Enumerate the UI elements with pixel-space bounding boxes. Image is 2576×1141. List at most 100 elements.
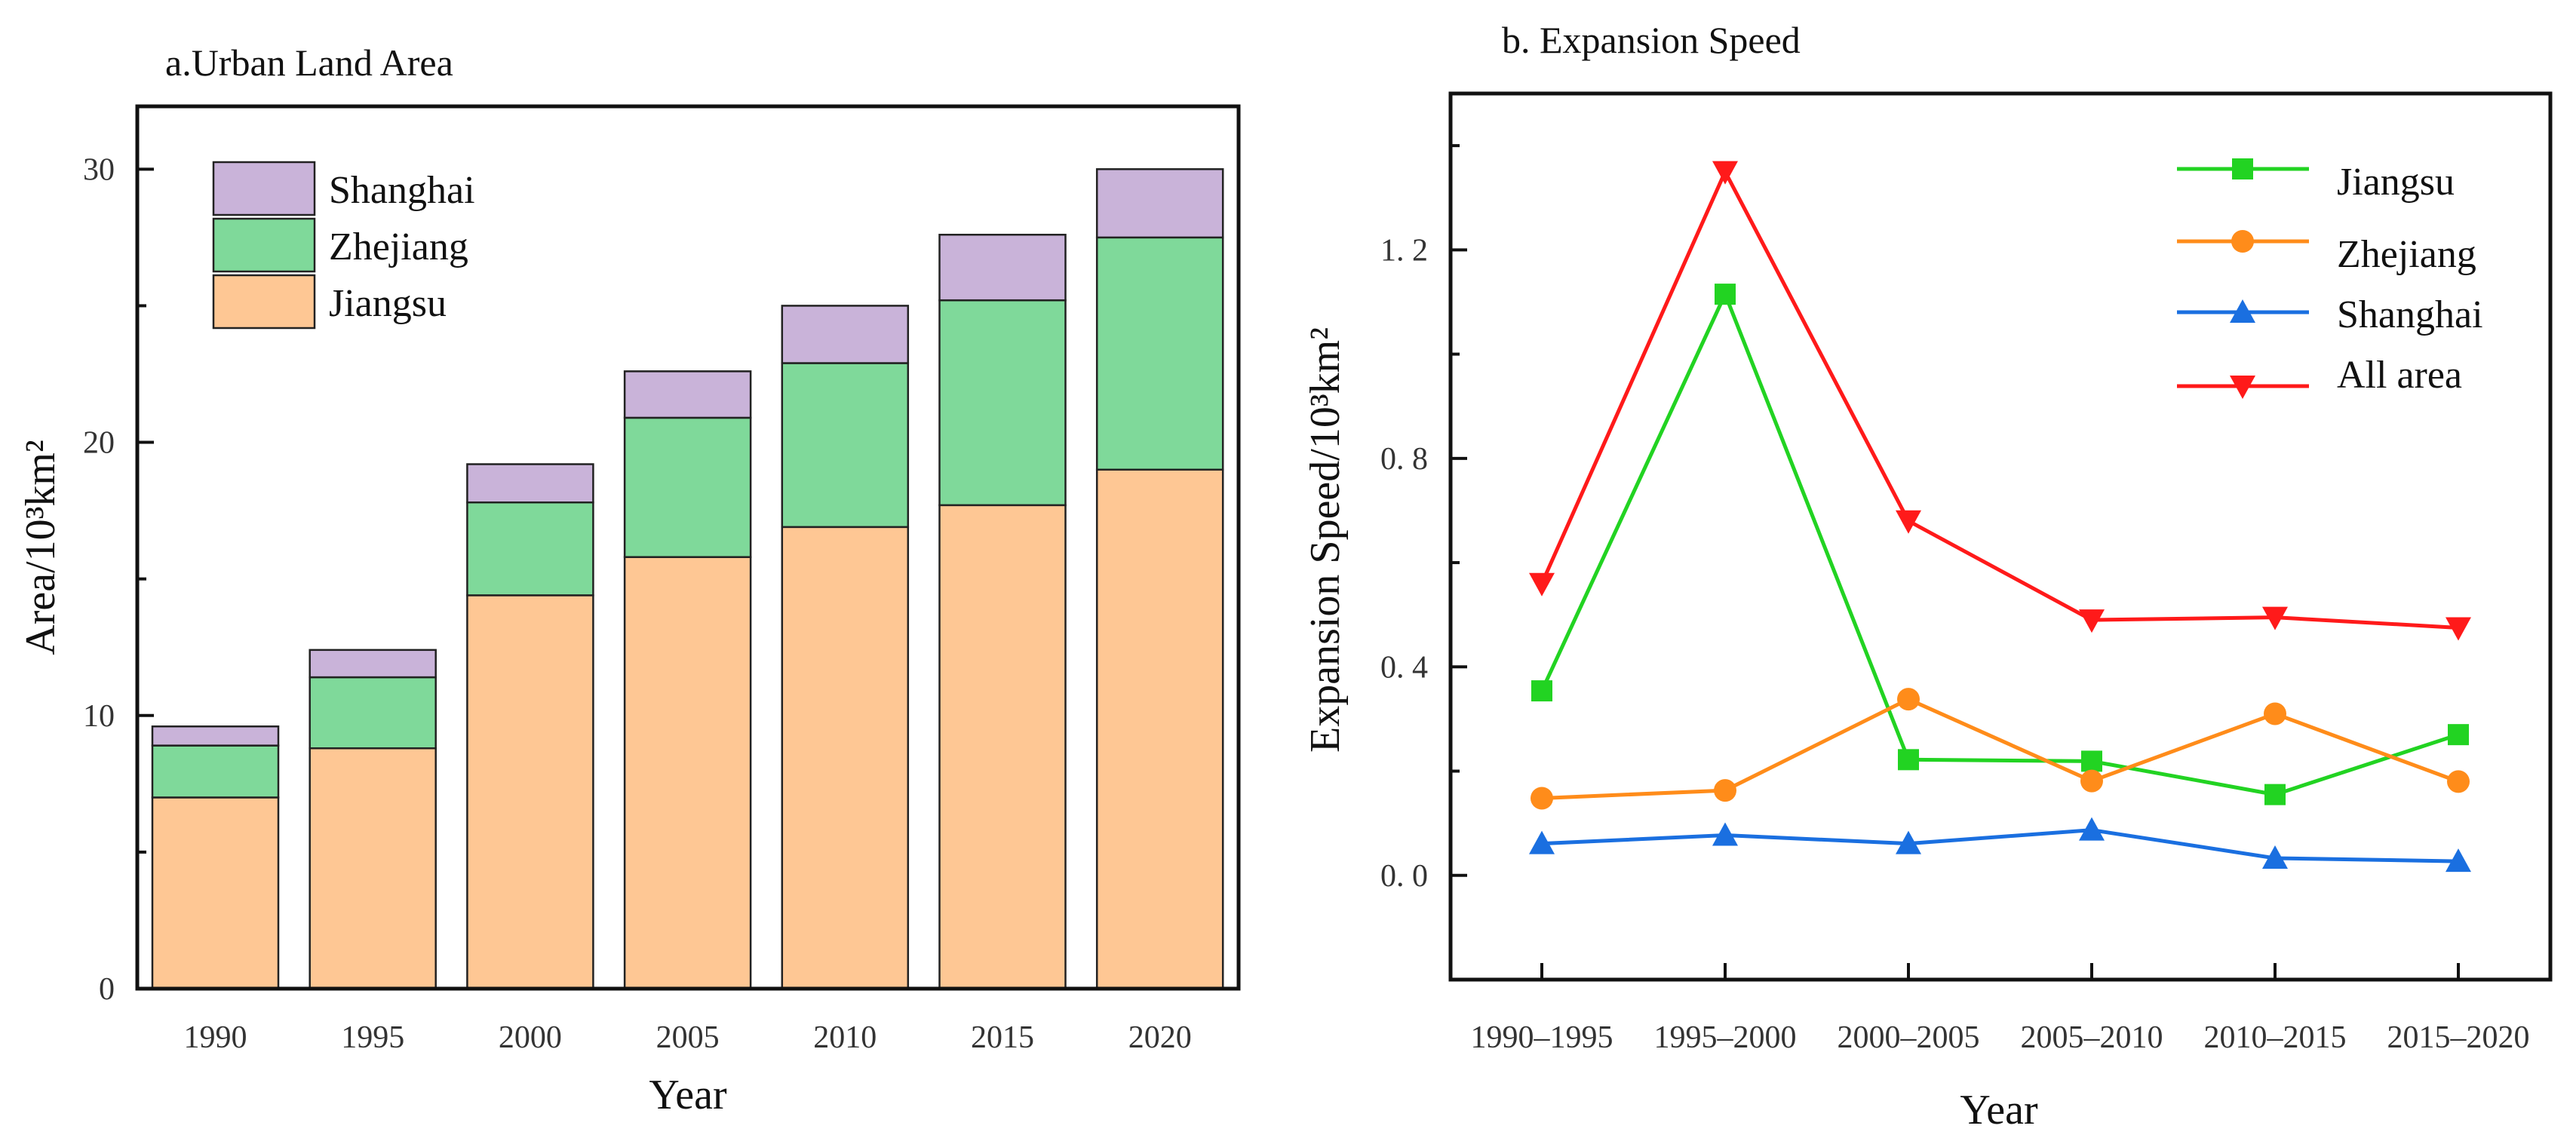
data-point xyxy=(1531,787,1553,810)
y-tick-label: 30 xyxy=(83,152,115,187)
legend-marker xyxy=(2231,230,2254,253)
series-shanghai xyxy=(1529,817,2471,873)
bar-shanghai-2000 xyxy=(466,463,594,504)
data-point xyxy=(2446,848,2471,873)
series-zhejiang xyxy=(1531,688,2470,810)
legend-label-jiangsu: Jiangsu xyxy=(329,282,447,325)
x-tick-label: 1995–2000 xyxy=(1654,1020,1797,1055)
bar-jiangsu-2000 xyxy=(466,594,594,990)
axes: 1990 1995 2000 2005 2010 2015 2020 0 10 20 30 xyxy=(83,104,1241,1055)
series-line xyxy=(1540,289,2459,797)
data-point xyxy=(1715,284,1736,305)
bar-shanghai-2020 xyxy=(1095,168,1224,239)
bar-zhejiang-1990 xyxy=(151,744,280,799)
x-tick-label: 2000 xyxy=(499,1020,562,1055)
data-point xyxy=(1896,830,1921,854)
data-point xyxy=(1531,680,1552,702)
plot-frame xyxy=(135,104,1241,991)
legend-swatch-shanghai xyxy=(212,161,316,216)
y-tick-label: 0 xyxy=(99,972,115,1007)
y-axis-label: Expansion Speed/10³km² xyxy=(1302,327,1349,753)
data-point xyxy=(1896,510,1921,534)
series-jiangsu xyxy=(1531,284,2469,805)
data-point xyxy=(1529,830,1555,854)
data-point xyxy=(2081,750,2102,772)
bar-jiangsu-2020 xyxy=(1095,468,1224,990)
data-point xyxy=(2079,817,2105,841)
x-tick-label: 2010–2015 xyxy=(2204,1020,2347,1055)
x-axis-label: Year xyxy=(649,1072,727,1118)
data-point xyxy=(2446,617,2471,641)
y-tick-label: 0. 0 xyxy=(1380,859,1428,894)
bar-shanghai-1990 xyxy=(151,725,280,747)
y-tick-label: 0. 4 xyxy=(1380,650,1428,685)
series-line xyxy=(1541,828,2459,863)
bar-jiangsu-2005 xyxy=(623,556,752,990)
data-point xyxy=(2448,724,2469,746)
data-point xyxy=(1714,779,1736,802)
bar-jiangsu-2010 xyxy=(781,526,910,990)
bar-zhejiang-2015 xyxy=(938,299,1067,507)
bar-zhejiang-2000 xyxy=(466,501,594,597)
axes: 0. 0 0. 4 0. 8 1. 2 1990–1995 1995–2000 2000–2… xyxy=(1380,91,2553,1055)
x-tick-label: 1990–1995 xyxy=(1471,1020,1613,1055)
legend: Jiangsu Zhejiang Shanghai All area xyxy=(2177,158,2483,399)
data-point xyxy=(2080,769,2103,793)
y-axis-label: Area/10³km² xyxy=(17,440,64,655)
x-tick-label: 2010 xyxy=(813,1020,877,1055)
x-tick-label: 2020 xyxy=(1128,1020,1192,1055)
data-point xyxy=(1529,572,1555,597)
lines xyxy=(1529,161,2471,873)
series-all-area xyxy=(1529,161,2471,641)
y-tick-label: 10 xyxy=(83,699,115,734)
y-tick-label: 0. 8 xyxy=(1380,442,1428,477)
data-point xyxy=(2262,845,2288,869)
bar-shanghai-2005 xyxy=(623,370,752,419)
legend-marker xyxy=(2230,299,2255,323)
panel-a-urban-land-area: a.Urban Land Area 1990 1995 2000 2005 2010 20… xyxy=(17,41,1241,1118)
data-point xyxy=(2264,784,2286,805)
series-line xyxy=(1540,167,2459,630)
x-axis-label: Year xyxy=(1960,1087,2038,1133)
plot-frame xyxy=(1448,91,2553,982)
data-point xyxy=(2262,606,2288,630)
data-point xyxy=(2264,702,2286,725)
bar-zhejiang-2010 xyxy=(781,362,910,529)
y-tick-label: 1. 2 xyxy=(1380,233,1428,268)
x-tick-label: 2015 xyxy=(971,1020,1034,1055)
bar-shanghai-1995 xyxy=(309,649,437,679)
bar-jiangsu-1995 xyxy=(309,747,437,990)
data-point xyxy=(1712,822,1738,846)
bar-jiangsu-2015 xyxy=(938,504,1067,990)
x-tick-label: 2000–2005 xyxy=(1838,1020,1980,1055)
bar-shanghai-2010 xyxy=(781,305,910,364)
data-point xyxy=(2079,609,2105,633)
panel-b-title: b. Expansion Speed xyxy=(1502,19,1801,61)
data-point xyxy=(1897,688,1920,711)
legend-marker xyxy=(2232,158,2253,179)
legend-label: Jiangsu xyxy=(2337,161,2455,204)
legend-label: Shanghai xyxy=(2337,293,2483,336)
x-tick-label: 2005 xyxy=(656,1020,720,1055)
x-tick-label: 1995 xyxy=(341,1020,404,1055)
legend: Shanghai Zhejiang Jiangsu xyxy=(212,161,475,330)
series-line xyxy=(1541,697,2459,800)
data-point xyxy=(1898,749,1919,771)
legend-marker xyxy=(2230,376,2255,399)
bar-zhejiang-2005 xyxy=(623,416,752,558)
bar-zhejiang-2020 xyxy=(1095,236,1224,471)
panel-a-title: a.Urban Land Area xyxy=(165,41,453,84)
legend-label: All area xyxy=(2337,354,2462,397)
y-tick-label: 20 xyxy=(83,426,115,461)
legend-label-shanghai: Shanghai xyxy=(329,169,475,212)
legend-swatch-zhejiang xyxy=(212,217,316,273)
legend-label-zhejiang: Zhejiang xyxy=(329,225,468,268)
x-tick-label: 1990 xyxy=(184,1020,247,1055)
x-tick-label: 2005–2010 xyxy=(2021,1020,2163,1055)
bar-jiangsu-1990 xyxy=(151,796,280,990)
legend-label: Zhejiang xyxy=(2337,233,2476,276)
bars xyxy=(151,168,1224,990)
x-tick-label: 2015–2020 xyxy=(2387,1020,2530,1055)
